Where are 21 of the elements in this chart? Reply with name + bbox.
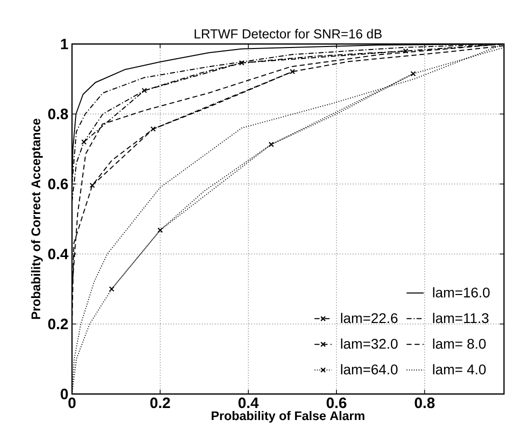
x-tick-label: 0.6 — [326, 398, 346, 408]
chart-title: LRTWF Detector for SNR=16 dB — [194, 28, 382, 38]
legend-label: lam=16.0 — [433, 287, 490, 298]
x-axis-title: Probability of False Alarm — [212, 410, 364, 423]
y-tick-label: 0.6 — [48, 178, 68, 190]
x-tick-label: 0 — [68, 398, 76, 408]
legend-label: lam= 4.0 — [433, 364, 486, 374]
legend-label: lam=22.6 — [341, 312, 398, 324]
y-tick-label: 1 — [61, 38, 68, 50]
x-tick-label: 0.2 — [150, 398, 170, 408]
legend-label: lam= 8.0 — [433, 338, 486, 349]
legend-label: lam=64.0 — [341, 364, 398, 374]
legend-label: lam=11.3 — [433, 312, 488, 324]
y-tick-label: 0 — [60, 388, 68, 400]
y-axis-title: Probability of Correct Acceptance — [31, 118, 43, 319]
y-tick-label: 0.8 — [48, 108, 68, 120]
y-tick-label: 0.4 — [48, 248, 68, 260]
x-tick-label: 0.8 — [414, 398, 435, 408]
x-tick-label: 0.4 — [238, 398, 259, 408]
legend-label: lam=32.0 — [341, 338, 398, 349]
y-tick-label: 0.2 — [48, 318, 68, 330]
